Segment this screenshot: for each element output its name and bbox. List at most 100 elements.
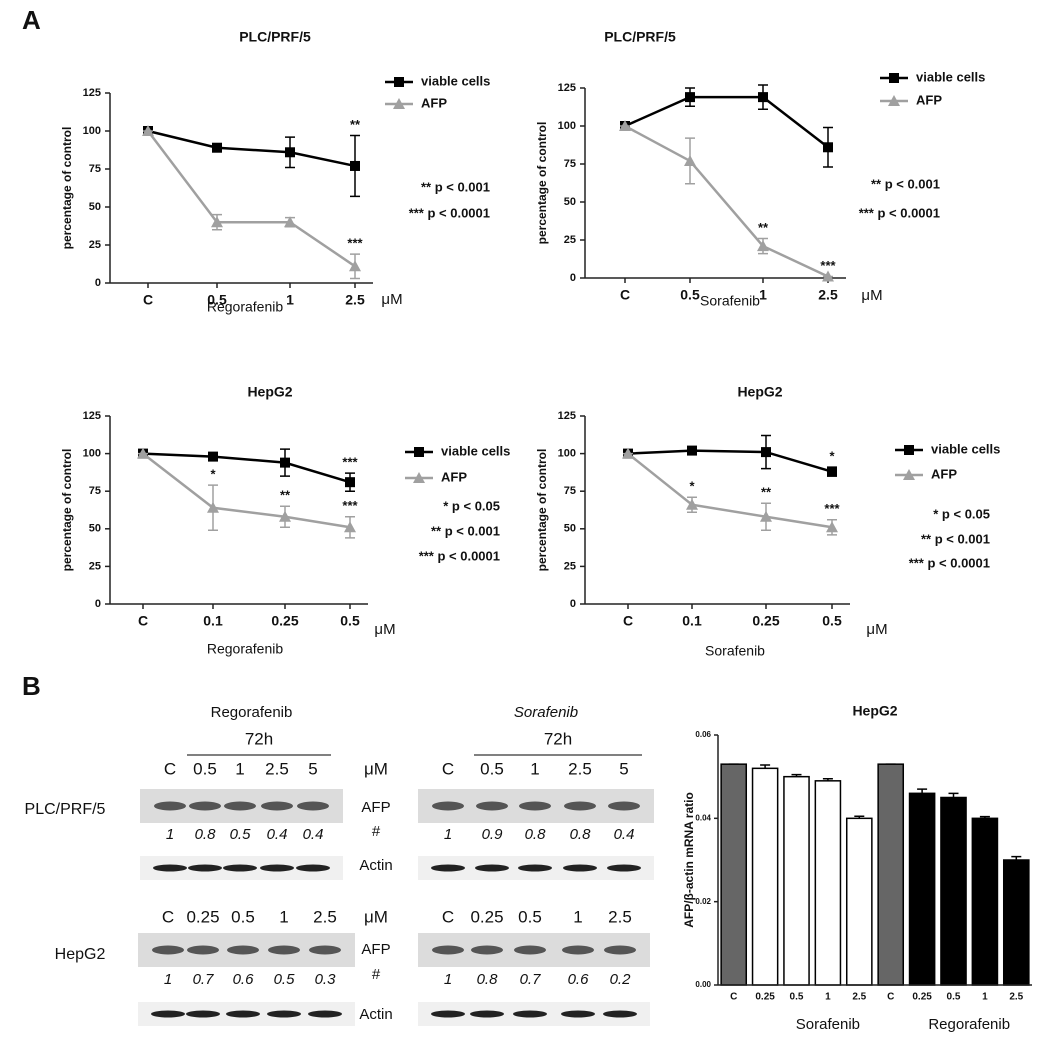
bar — [814, 780, 842, 986]
x-tick-label: 0.5 — [340, 613, 360, 629]
y-tick-label: 75 — [564, 485, 576, 497]
note: ** p < 0.001 — [871, 176, 940, 191]
y-tick-label: 0.02 — [695, 897, 711, 906]
concentration: 1 — [279, 907, 288, 926]
legend-label: viable cells — [916, 69, 985, 84]
concentration: 2.5 — [313, 907, 337, 926]
y-tick-label: 50 — [564, 523, 576, 535]
actin-band — [470, 1010, 504, 1018]
y-tick-label: 50 — [89, 523, 101, 535]
significance: * — [689, 479, 695, 494]
quantification: 0.6 — [568, 971, 590, 988]
x-tick-label: 0.25 — [755, 992, 775, 1003]
marker — [761, 447, 771, 458]
quantification: 0.3 — [315, 971, 337, 988]
x-tick-label: 0.5 — [207, 292, 227, 308]
concentration: 1 — [573, 907, 582, 926]
y-tick-label: 0.06 — [695, 730, 711, 739]
note: ** p < 0.001 — [431, 523, 500, 538]
marker — [822, 270, 834, 282]
bar — [940, 796, 967, 986]
afp-band — [608, 801, 640, 811]
actin-band — [431, 864, 465, 872]
band-label: AFP — [361, 799, 390, 816]
x-tick-label: 0.25 — [271, 613, 298, 629]
x-tick-label: 1 — [286, 292, 294, 308]
concentration: C — [442, 759, 454, 778]
x-tick-label: 2.5 — [818, 287, 838, 303]
quantification: 0.7 — [520, 971, 542, 988]
legend-label: AFP — [441, 469, 467, 484]
marker — [827, 466, 837, 477]
y-tick-label: 100 — [558, 448, 576, 460]
quantification: 0.8 — [525, 826, 547, 843]
x-unit: μM — [861, 287, 882, 304]
legend-label: AFP — [421, 95, 447, 110]
bar — [1002, 859, 1030, 986]
concentration: 1 — [530, 759, 539, 778]
marker — [823, 142, 833, 153]
x-tick-label: 0.5 — [947, 992, 961, 1003]
afp-band — [432, 801, 464, 811]
quantification: 0.9 — [482, 826, 504, 843]
note: *** p < 0.0001 — [859, 205, 940, 220]
afp-band — [154, 801, 186, 811]
y-tick-label: 0 — [95, 598, 101, 610]
unit: μM — [364, 907, 388, 926]
x-tick-label: 1 — [825, 992, 831, 1003]
note: ** p < 0.001 — [921, 531, 990, 546]
marker — [889, 73, 899, 83]
marker — [414, 447, 424, 457]
series-line — [624, 124, 829, 278]
actin-band — [518, 864, 552, 872]
x-tick-label: 0.5 — [822, 613, 842, 629]
marker — [686, 498, 698, 510]
marker — [622, 447, 634, 459]
y-tick-label: 125 — [83, 87, 101, 99]
y-tick-label: 100 — [83, 125, 101, 137]
y-axis-label: percentage of control — [60, 127, 74, 250]
actin-band — [188, 864, 222, 872]
quantification: 0.5 — [230, 826, 252, 843]
quantification: 0.5 — [274, 971, 296, 988]
y-tick-label: 50 — [89, 201, 101, 213]
y-tick-label: 25 — [564, 234, 576, 246]
concentration: C — [162, 907, 174, 926]
x-tick-label: 2.5 — [1009, 992, 1023, 1003]
afp-band — [476, 801, 508, 811]
note: *** p < 0.0001 — [409, 205, 490, 220]
x-tick-label: 0.25 — [912, 992, 932, 1003]
quantification: 1 — [166, 826, 174, 843]
time: 72h — [245, 729, 273, 748]
legend-label: viable cells — [931, 441, 1000, 456]
note: * p < 0.05 — [933, 506, 990, 521]
afp-band — [261, 801, 293, 811]
series-line — [147, 130, 356, 268]
series-line — [624, 95, 829, 149]
concentration: 2.5 — [265, 759, 289, 778]
x-tick-label: 0.5 — [680, 287, 700, 303]
y-tick-label: 25 — [564, 560, 576, 572]
quantification: 0.8 — [570, 826, 592, 843]
significance: *** — [347, 236, 363, 251]
marker — [284, 216, 296, 228]
marker — [826, 521, 838, 533]
afp-band — [187, 945, 219, 955]
marker — [394, 77, 404, 87]
legend-label: AFP — [916, 92, 942, 107]
bar — [845, 817, 873, 986]
legend-label: viable cells — [421, 73, 490, 88]
significance: * — [210, 467, 216, 482]
marker — [757, 240, 769, 252]
marker — [413, 472, 425, 483]
bar — [720, 763, 748, 986]
x-tick-label: C — [138, 613, 148, 629]
x-tick-label: C — [143, 292, 153, 308]
y-tick-label: 125 — [558, 410, 576, 422]
afp-band — [227, 945, 259, 955]
x-tick-label: C — [623, 613, 633, 629]
x-tick-label: C — [620, 287, 630, 303]
cell-line: HepG2 — [55, 946, 106, 963]
y-tick-label: 0.00 — [695, 980, 711, 989]
significance: ** — [758, 220, 769, 235]
